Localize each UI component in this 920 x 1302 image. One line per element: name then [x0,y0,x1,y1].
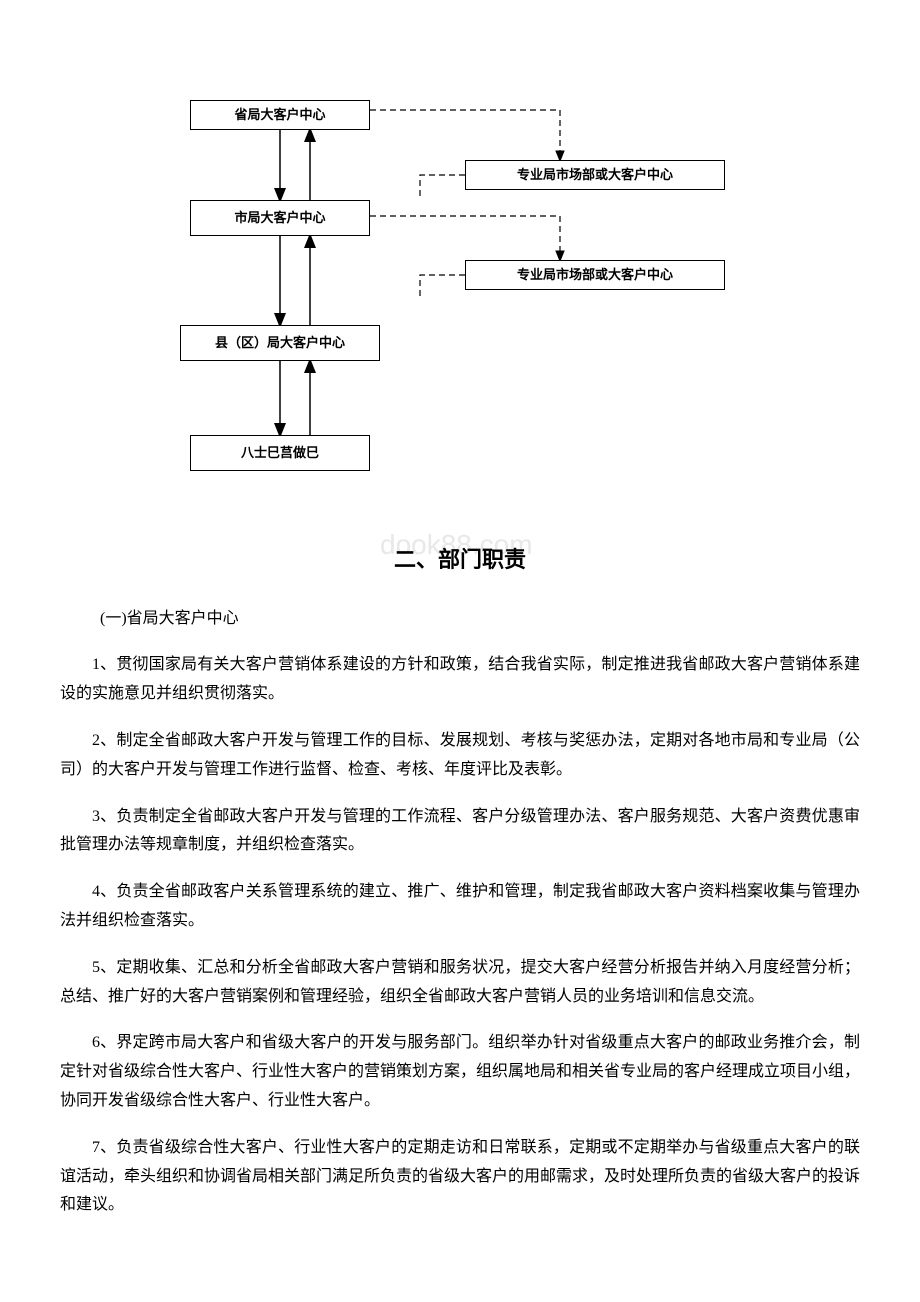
diagram-node-4: 专业局市场部或大客户中心 [465,160,725,190]
diagram-node-2: 县（区）局大客户中心 [180,325,380,361]
paragraph-1: 1、贯彻国家局有关大客户营销体系建设的方针和政策，结合我省实际，制定推进我省邮政… [60,651,860,709]
diagram-node-3: 八士巳莒做巳 [190,435,370,471]
diagram-node-0: 省局大客户中心 [190,100,370,130]
paragraph-5: 5、定期收集、汇总和分析全省邮政大客户营销和服务状况，提交大客户经营分析报告并纳… [60,954,860,1012]
diagram-node-5: 专业局市场部或大客户中心 [465,260,725,290]
subsection-title: (一)省局大客户中心 [100,605,860,634]
paragraph-3: 3、负责制定全省邮政大客户开发与管理的工作流程、客户分级管理办法、客户服务规范、… [60,803,860,861]
paragraph-6: 6、界定跨市局大客户和省级大客户的开发与服务部门。组织举办针对省级重点大客户的邮… [60,1029,860,1115]
paragraph-2: 2、制定全省邮政大客户开发与管理工作的目标、发展规划、考核与奖惩办法，定期对各地… [60,727,860,785]
paragraph-7: 7、负责省级综合性大客户、行业性大客户的定期走访和日常联系，定期或不定期举办与省… [60,1134,860,1220]
paragraphs-container: 1、贯彻国家局有关大客户营销体系建设的方针和政策，结合我省实际，制定推进我省邮政… [60,651,860,1220]
paragraph-4: 4、负责全省邮政客户关系管理系统的建立、推广、维护和管理，制定我省邮政大客户资料… [60,878,860,936]
section-title: 二、部门职责 [60,540,860,580]
org-chart-diagram: 省局大客户中心市局大客户中心县（区）局大客户中心八士巳莒做巳 专业局市场部或大客户… [120,100,740,500]
diagram-node-1: 市局大客户中心 [190,200,370,236]
